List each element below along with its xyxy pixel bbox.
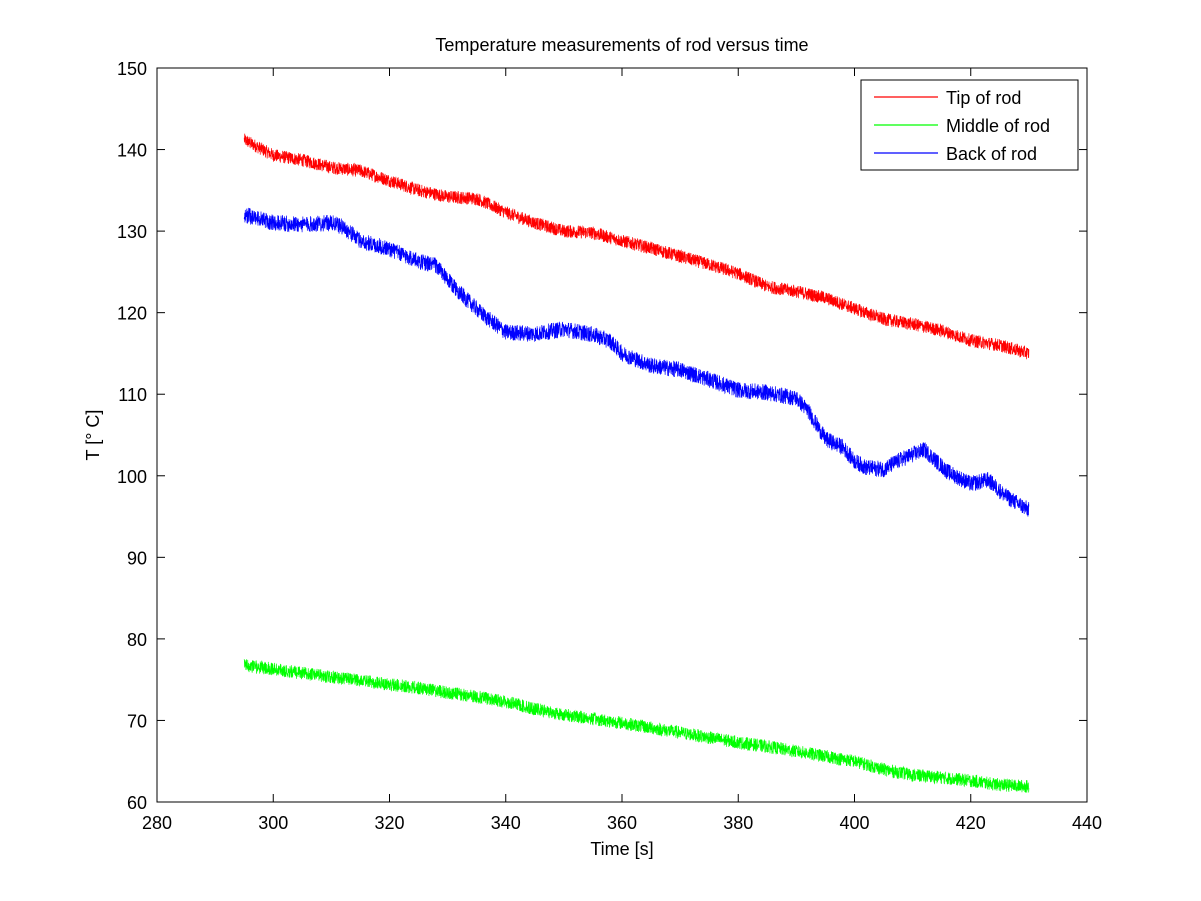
- x-tick-label: 300: [258, 813, 288, 833]
- plot-area: [156, 67, 1088, 803]
- y-axis-label: T [° C]: [83, 410, 103, 461]
- y-tick-label: 140: [117, 141, 147, 161]
- legend-label-middle-of-rod: Middle of rod: [946, 116, 1050, 136]
- y-tick-label: 100: [117, 467, 147, 487]
- legend: Tip of rod Middle of rod Back of rod: [860, 79, 1079, 171]
- y-tick-label: 130: [117, 222, 147, 242]
- y-tick-label: 90: [127, 548, 147, 568]
- x-tick-label: 340: [491, 813, 521, 833]
- y-tick-label: 120: [117, 304, 147, 324]
- x-tick-label: 280: [142, 813, 172, 833]
- y-tick-label: 80: [127, 630, 147, 650]
- chart-title: Temperature measurements of rod versus t…: [435, 35, 808, 55]
- y-tick-label: 110: [118, 385, 147, 405]
- x-tick-label: 360: [607, 813, 637, 833]
- series-line-tip-of-rod: [243, 133, 1030, 360]
- x-tick-label: 380: [723, 813, 753, 833]
- y-axis-ticks: 60 70 80 90 100 110 120 130 140 150: [117, 59, 1087, 813]
- series-line-back-of-rod: [243, 207, 1030, 517]
- x-tick-label: 320: [374, 813, 404, 833]
- y-tick-label: 70: [127, 711, 147, 731]
- y-tick-label: 60: [127, 793, 147, 813]
- series-line-middle-of-rod: [243, 659, 1030, 793]
- x-axis-label: Time [s]: [590, 839, 653, 859]
- x-tick-label: 400: [839, 813, 869, 833]
- x-tick-label: 440: [1072, 813, 1102, 833]
- legend-label-back-of-rod: Back of rod: [946, 144, 1037, 164]
- x-tick-label: 420: [956, 813, 986, 833]
- legend-label-tip-of-rod: Tip of rod: [946, 88, 1021, 108]
- series-lines: [243, 133, 1030, 793]
- x-axis-ticks: 280 300 320 340 360 380 400 420 440: [142, 68, 1102, 833]
- y-tick-label: 150: [117, 59, 147, 79]
